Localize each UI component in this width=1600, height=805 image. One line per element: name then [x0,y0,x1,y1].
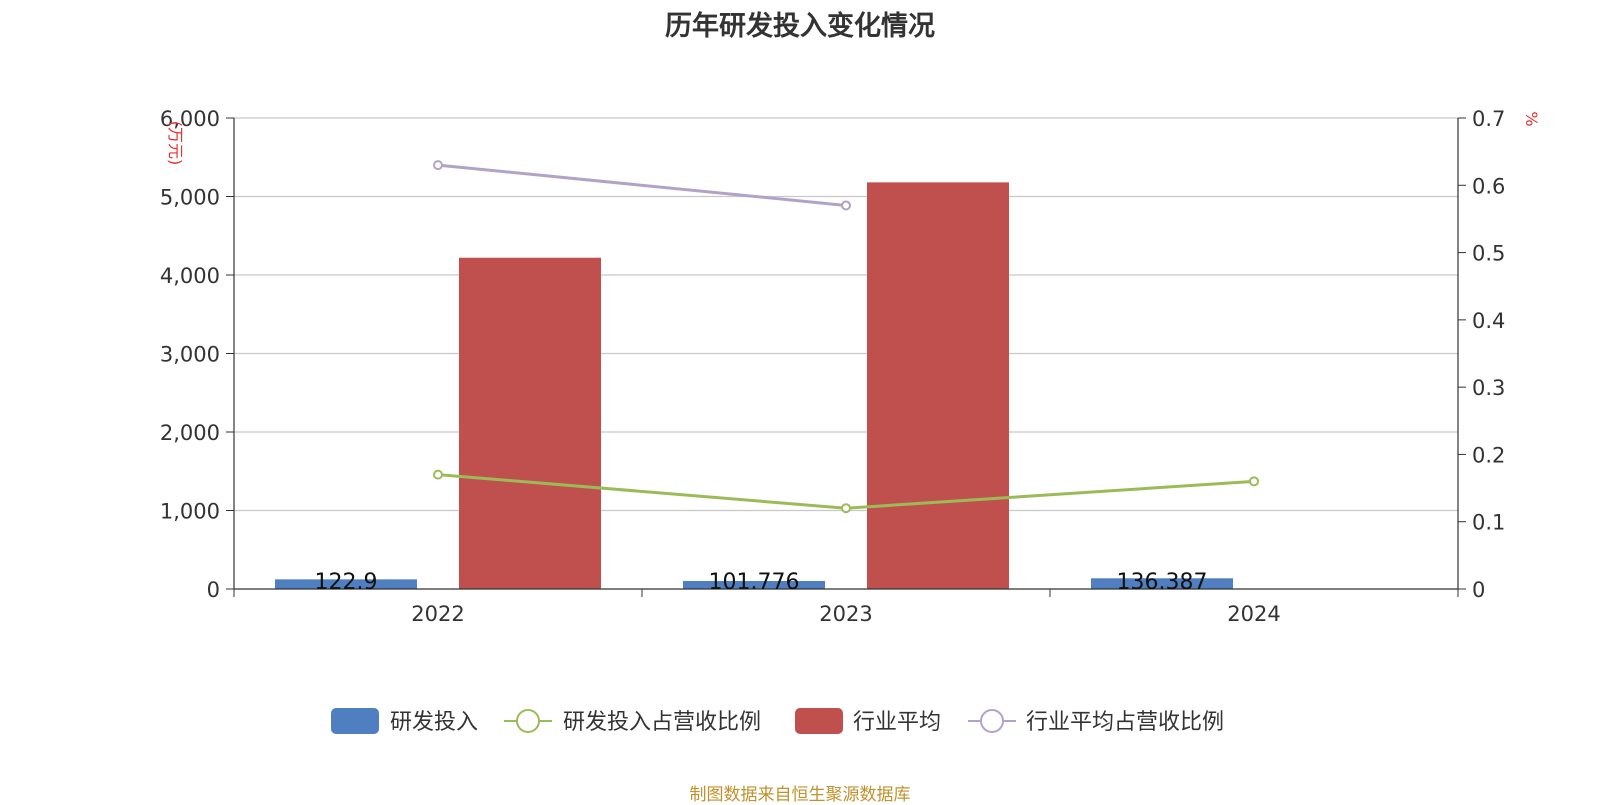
legend-industry-ratio-label: 行业平均占营收比例 [1026,710,1224,735]
y-left-tick-label: 4,000 [160,264,220,288]
legend: 研发投入 研发投入占营收比例 行业平均 行业平均占营收比例 [331,708,1224,735]
legend-rd-investment-label: 研发投入 [390,710,478,735]
source-note: 制图数据来自恒生聚源数据库 [689,785,911,805]
bar-industry-average [459,257,601,589]
data-labels: 122.9 101.776 136.387 [315,570,1208,595]
bar-rd-investment [275,579,417,589]
chart-title: 历年研发投入变化情况 [665,11,935,42]
y-right-tick-label: 0.2 [1472,443,1505,467]
y-left-tick-label: 1,000 [160,500,220,524]
point-industry-ratio [841,200,851,211]
bar-rd-investment [1091,578,1233,589]
x-tick-label: 2023 [819,602,872,626]
axes: 0 1,000 2,000 3,000 4,000 5,000 6,000 0 0.1 0.2 0.… [160,107,1541,626]
y-left-unit: (万元) [166,121,185,166]
bar-rd-investment [683,581,825,589]
legend-rd-investment-swatch [331,708,379,734]
y-left-tick-label: 6,000 [160,107,220,131]
y-left-tick-label: 3,000 [160,343,220,367]
legend-rd-ratio-swatch-marker [516,709,540,733]
line-industry-ratio [437,163,847,207]
y-right-tick-label: 0.4 [1472,309,1505,333]
y-right-tick-label: 0.1 [1472,511,1505,535]
y-right-tick-label: 0.5 [1472,242,1505,266]
bar-industry-average [867,182,1009,589]
x-tick-label: 2022 [411,602,464,626]
y-left-tick-label: 0 [207,578,220,602]
y-left-tick-label: 2,000 [160,421,220,445]
legend-industry-average-label: 行业平均 [853,710,941,735]
y-right-tick-label: 0.6 [1472,174,1505,198]
point-industry-ratio [433,160,443,171]
bar-data-label: 122.9 [315,570,378,595]
bar-data-label: 136.387 [1117,570,1208,595]
y-right-tick-label: 0.7 [1472,107,1505,131]
legend-rd-ratio-label: 研发投入占营收比例 [563,710,761,735]
y-right-tick-label: 0.3 [1472,376,1505,400]
y-left-tick-label: 5,000 [160,186,220,210]
grid-lines [234,117,1458,512]
point-rd-ratio [841,503,851,514]
bar-marks [275,182,1233,589]
y-right-tick-label: 0 [1472,578,1485,602]
point-rd-ratio [1249,476,1259,487]
line-marks [433,160,1259,514]
y-right-unit: % [1522,111,1541,126]
legend-industry-average-swatch [795,708,843,734]
legend-industry-ratio-swatch-marker [980,709,1004,733]
x-tick-label: 2024 [1227,602,1280,626]
point-rd-ratio [433,469,443,480]
bar-data-label: 101.776 [709,570,800,595]
